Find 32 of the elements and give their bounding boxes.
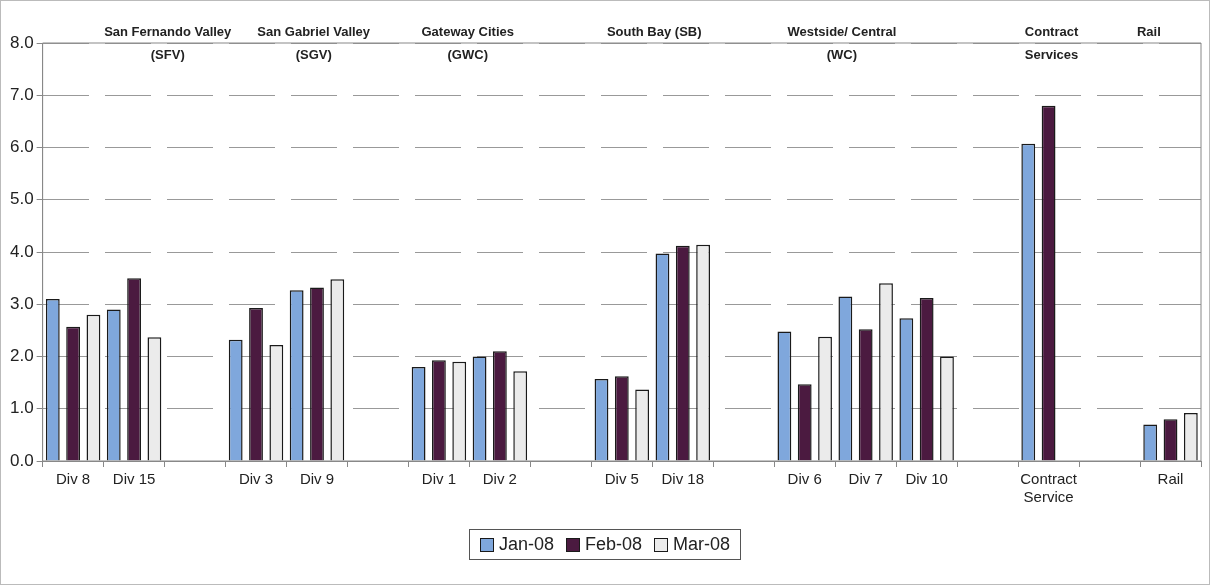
text: South Bay (SB) <box>606 23 702 39</box>
x-tick-label: Div 8 <box>56 470 91 488</box>
y-tick-label: 2.0 <box>9 346 34 366</box>
y-tick-label: 1.0 <box>9 398 34 418</box>
x-tick-label: Div 9 <box>299 470 335 488</box>
x-tick-label: Div 18 <box>661 470 705 488</box>
annotation: San Gabriel Valley (SGV) <box>257 23 371 62</box>
y-tick-label: 5.0 <box>9 189 34 209</box>
annotation: Contract Services <box>1024 23 1079 62</box>
y-tick-label: 4.0 <box>9 241 34 261</box>
y-tick-label: 0.0 <box>9 450 34 470</box>
legend-label: Feb-08 <box>584 534 643 555</box>
y-tick-label: 8.0 <box>9 32 34 52</box>
y-tick-label: 6.0 <box>9 137 34 157</box>
annotation: Gateway Cities (GWC) <box>421 23 514 62</box>
x-tick-label: Div 6 <box>787 470 822 488</box>
x-tick-label: Div 3 <box>238 470 274 488</box>
text: Rail <box>1136 23 1161 39</box>
y-tick-label: 3.0 <box>9 293 34 313</box>
legend-label: Mar-08 <box>673 534 731 555</box>
legend-label: Jan-08 <box>498 534 554 555</box>
y-tick-label: 7.0 <box>9 84 34 104</box>
x-tick-label: Div 15 <box>112 470 156 488</box>
x-tick-label: Contract Service <box>1020 470 1078 506</box>
x-tick-label: Div 5 <box>604 470 639 488</box>
x-tick-label: Div 10 <box>905 470 948 488</box>
x-tick-label: Div 2 <box>482 470 517 488</box>
annotation: Westside/ Central (WC) <box>787 23 897 62</box>
x-tick-label: Div 1 <box>421 470 457 488</box>
x-tick-label: Rail <box>1157 470 1184 488</box>
x-tick-label: Div 7 <box>848 470 883 488</box>
annotation: San Fernando Valley (SFV) <box>104 23 233 62</box>
